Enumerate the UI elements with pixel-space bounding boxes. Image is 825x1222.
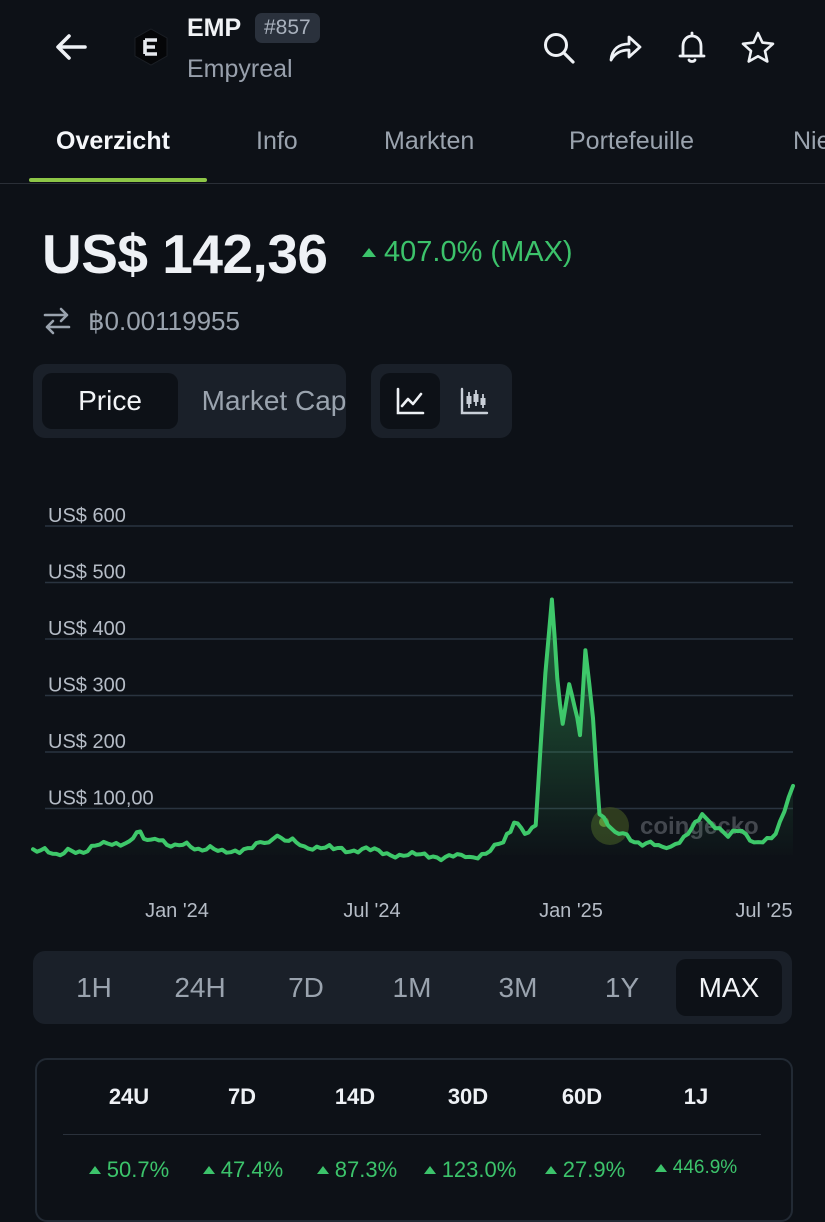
back-arrow-icon: [56, 34, 87, 60]
performance-value: 87.3%: [297, 1157, 417, 1183]
alert-button[interactable]: [672, 28, 712, 68]
chart-type-toggle: [371, 364, 512, 438]
candlestick-chart-button[interactable]: [444, 373, 504, 429]
performance-value: 27.9%: [525, 1157, 645, 1183]
favorite-button[interactable]: [738, 28, 778, 68]
performance-value-text: 50.7%: [106, 1157, 170, 1182]
range-max-button[interactable]: MAX: [676, 959, 782, 1016]
star-icon: [741, 31, 775, 63]
tab-markten[interactable]: Markten: [384, 127, 475, 155]
coin-symbol: EMP: [187, 14, 242, 42]
range-1h-button[interactable]: 1H: [76, 971, 112, 1003]
performance-value-text: 87.3%: [334, 1157, 398, 1182]
y-tick-label: US$ 200: [48, 731, 126, 753]
up-triangle-icon: [316, 1166, 329, 1174]
performance-header: 7D: [227, 1084, 257, 1109]
price-line: [31, 597, 795, 863]
coin-logo: [134, 28, 168, 66]
x-tick-label: Jul '25: [735, 900, 792, 922]
performance-value-text: 123.0%: [441, 1157, 517, 1182]
performance-value: 123.0%: [410, 1157, 530, 1183]
performance-header: 30D: [447, 1084, 489, 1109]
tab-divider: [0, 183, 825, 184]
share-button[interactable]: [605, 28, 645, 68]
range-1y-button[interactable]: 1Y: [604, 971, 640, 1003]
swap-icon: [43, 307, 71, 335]
y-tick-label: US$ 500: [48, 562, 126, 584]
current-price: US$ 142,36: [42, 223, 328, 285]
line-chart-icon: [396, 387, 425, 415]
metric-toggle: Price Market Cap: [33, 364, 346, 438]
coin-name: Empyreal: [187, 55, 293, 83]
y-tick-label: US$ 100,00: [48, 788, 154, 810]
performance-value: 47.4%: [183, 1157, 303, 1183]
range-24h-button[interactable]: 24H: [174, 971, 226, 1003]
y-tick-label: US$ 600: [48, 505, 126, 527]
performance-value-text: 47.4%: [220, 1157, 284, 1182]
price-chart[interactable]: US$ 600 US$ 500 US$ 400 US$ 300 US$ 200 US$ 1…: [0, 480, 825, 930]
performance-value: 50.7%: [69, 1157, 189, 1183]
performance-value-text: 27.9%: [562, 1157, 626, 1182]
performance-header: 60D: [561, 1084, 603, 1109]
time-range-selector: 1H 24H 7D 1M 3M 1Y MAX: [33, 951, 792, 1024]
bell-icon: [678, 31, 706, 63]
performance-divider: [63, 1134, 761, 1135]
y-tick-label: US$ 400: [48, 618, 126, 640]
tab-portefeuille[interactable]: Portefeuille: [569, 127, 695, 155]
performance-value-text: 446.9%: [672, 1157, 738, 1178]
price-change-value: 407.0% (MAX): [384, 236, 573, 268]
performance-header: 24U: [108, 1084, 150, 1109]
search-button[interactable]: [539, 28, 579, 68]
x-tick-label: Jan '24: [145, 900, 209, 922]
tab-info[interactable]: Info: [256, 127, 298, 155]
range-1m-button[interactable]: 1M: [392, 971, 432, 1003]
price-toggle-button[interactable]: Price: [42, 373, 178, 429]
active-tab-indicator: [29, 178, 207, 182]
up-triangle-icon: [202, 1166, 215, 1174]
price-change: 407.0% (MAX): [362, 236, 573, 269]
x-tick-label: Jan '25: [539, 900, 603, 922]
performance-header: 14D: [334, 1084, 376, 1109]
up-triangle-icon: [88, 1166, 101, 1174]
performance-value: 446.9%: [636, 1157, 756, 1179]
search-icon: [544, 33, 575, 64]
y-tick-label: US$ 300: [48, 675, 126, 697]
range-3m-button[interactable]: 3M: [498, 971, 538, 1003]
up-triangle-icon: [544, 1166, 557, 1174]
candlestick-icon: [460, 387, 489, 415]
x-tick-label: Jul '24: [343, 900, 400, 922]
up-triangle-icon: [423, 1166, 436, 1174]
range-7d-button[interactable]: 7D: [288, 971, 324, 1003]
line-chart-button[interactable]: [380, 373, 440, 429]
performance-table: [35, 1058, 793, 1222]
up-triangle-icon: [654, 1164, 667, 1172]
price-area-fill: [33, 599, 793, 861]
share-icon: [609, 35, 642, 62]
rank-badge: #857: [255, 13, 320, 43]
up-triangle-icon: [362, 248, 376, 257]
btc-price: ฿0.00119955: [88, 306, 240, 336]
back-button[interactable]: [48, 24, 94, 70]
tab-nieuws[interactable]: Nie: [793, 127, 825, 155]
performance-header: 1J: [683, 1084, 709, 1109]
tab-overzicht[interactable]: Overzicht: [56, 127, 170, 155]
market-cap-toggle-button[interactable]: Market Cap: [201, 385, 347, 416]
